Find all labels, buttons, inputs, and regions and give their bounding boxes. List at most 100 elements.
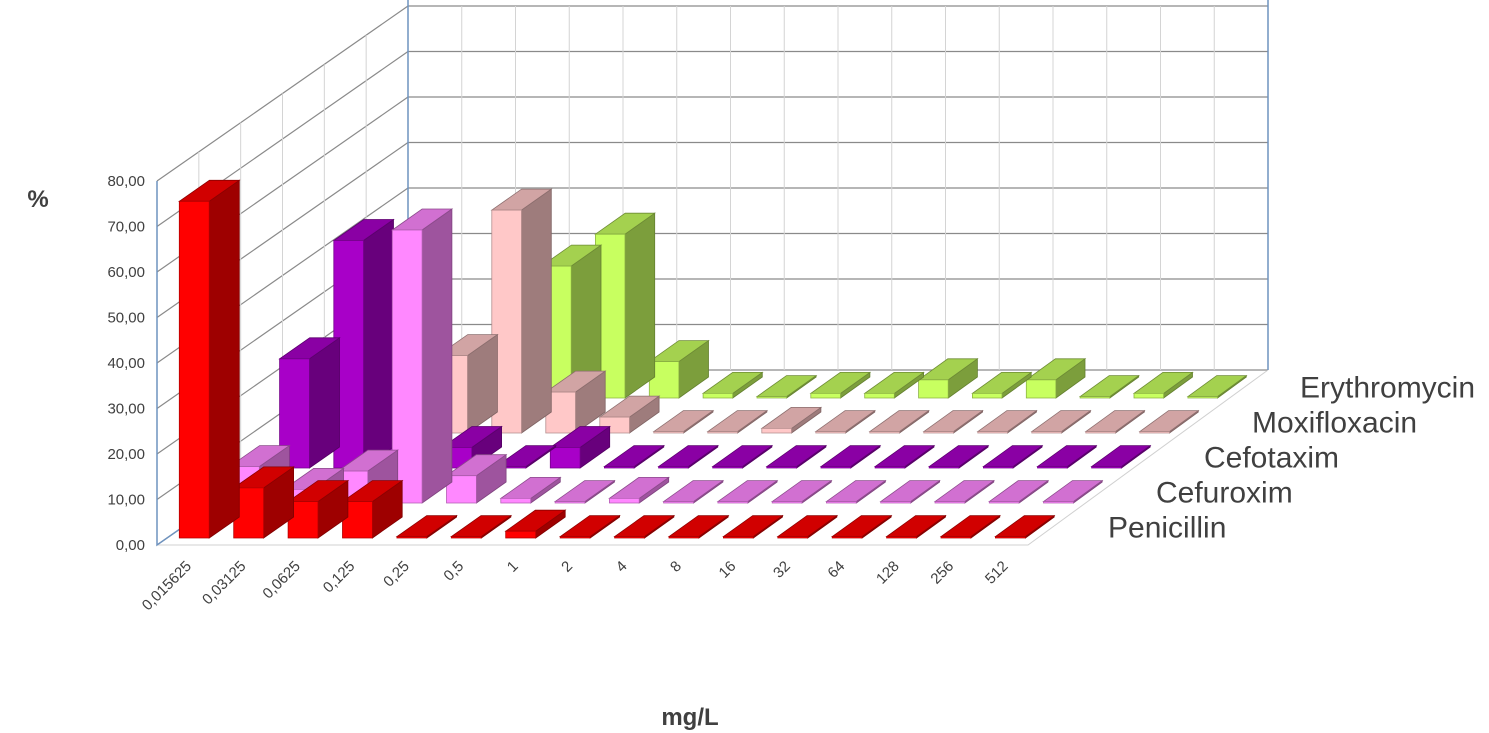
- bar: [391, 208, 454, 504]
- floor-edge: [157, 369, 1269, 546]
- x-tick-label: 0,0625: [259, 558, 303, 602]
- bar: [608, 476, 670, 504]
- bar-top: [652, 410, 715, 433]
- bar-front: [771, 501, 803, 504]
- bar: [755, 374, 818, 399]
- back-wall-frame: [1267, 0, 1269, 370]
- bar-front: [396, 536, 428, 539]
- bar: [982, 444, 1044, 469]
- bar-front: [491, 209, 522, 434]
- x-tick-label: 1: [504, 558, 522, 576]
- bar-front: [880, 501, 911, 504]
- x-tick-label: 0,015625: [139, 558, 195, 614]
- bar: [706, 409, 769, 434]
- bar-top: [765, 445, 828, 468]
- bar: [885, 514, 947, 539]
- bar: [776, 514, 839, 539]
- x-tick-label: 4: [613, 558, 631, 576]
- y-tick-label: 20,00: [107, 446, 145, 463]
- bar-top: [770, 480, 833, 503]
- bar-front: [668, 536, 700, 539]
- bar-top: [988, 480, 1050, 503]
- x-axis-ticks: 0,015625 0,03125 0,0625 0,125 0,25 0,5 1 2 4 8 16 3…: [139, 558, 1012, 614]
- bar-front: [549, 447, 581, 469]
- bar: [278, 337, 341, 469]
- bar-front: [609, 497, 640, 504]
- bar-front: [391, 229, 423, 504]
- bar: [701, 371, 764, 399]
- bar: [863, 371, 925, 399]
- bar-front: [663, 501, 694, 504]
- bar: [341, 479, 404, 539]
- bar: [1078, 374, 1140, 399]
- bar-front: [972, 392, 1003, 399]
- series-penicillin: [178, 179, 1056, 539]
- bar-top: [667, 515, 730, 537]
- bar: [971, 371, 1033, 399]
- bar-side: [624, 212, 656, 399]
- bar-front: [723, 536, 754, 539]
- bar-top: [1036, 445, 1098, 468]
- bar-top: [873, 445, 936, 468]
- x-tick-label: 2: [558, 558, 576, 576]
- bar-top: [716, 480, 779, 503]
- bar-front: [815, 431, 846, 434]
- bar: [594, 212, 656, 399]
- x-tick-label: 128: [873, 558, 903, 588]
- bar-top: [1078, 375, 1140, 398]
- y-tick-label: 0,00: [116, 537, 145, 554]
- bar: [1025, 358, 1087, 399]
- bar: [917, 358, 979, 399]
- x-tick-label: 0,25: [380, 558, 413, 591]
- bar-front: [874, 466, 906, 469]
- bar-top: [1030, 410, 1092, 433]
- chart-bars: [178, 179, 1248, 539]
- bar: [716, 479, 779, 504]
- bar-side: [308, 337, 340, 469]
- bar: [286, 479, 350, 539]
- bar: [603, 444, 666, 469]
- x-tick-label: 32: [770, 558, 794, 582]
- bar-front: [766, 466, 797, 469]
- bar: [819, 444, 882, 469]
- bar-front: [1025, 379, 1057, 399]
- y-tick-label: 50,00: [107, 310, 145, 327]
- series-moxifloxacin: [436, 188, 1200, 434]
- x-tick-label: 64: [824, 558, 848, 582]
- x-tick-label: 16: [716, 558, 740, 582]
- bar-top: [1084, 410, 1146, 433]
- bar: [332, 218, 395, 469]
- bar: [490, 188, 553, 434]
- y-tick-label: 30,00: [107, 401, 145, 418]
- x-tick-label: 0,5: [440, 558, 467, 585]
- bar-top: [927, 445, 990, 468]
- y-tick-label: 70,00: [107, 219, 145, 236]
- bar-top: [939, 515, 1002, 537]
- series-label-cefuroxim: Cefuroxim: [1156, 477, 1293, 510]
- bar-top: [553, 480, 616, 503]
- bar: [178, 179, 241, 539]
- bar-top: [885, 515, 947, 537]
- bar: [445, 453, 508, 504]
- chart-gridlines: [156, 0, 1269, 547]
- bar-front: [1037, 466, 1068, 469]
- bar: [814, 409, 877, 434]
- bar-top: [819, 445, 882, 468]
- bar-front: [761, 427, 792, 434]
- series-label-cefotaxim: Cefotaxim: [1204, 442, 1339, 475]
- bar: [988, 479, 1050, 504]
- y-axis-title: %: [27, 186, 48, 213]
- bar-top: [982, 445, 1044, 468]
- bar-front: [869, 431, 900, 434]
- x-tick-label: 0,125: [320, 558, 359, 597]
- bar: [922, 409, 984, 434]
- bar-front: [450, 536, 482, 539]
- bar-front: [653, 431, 684, 434]
- bar-front: [934, 501, 966, 504]
- bar-front: [658, 466, 689, 469]
- bar: [1030, 409, 1092, 434]
- bar-front: [1031, 431, 1062, 434]
- bar-top: [825, 480, 887, 503]
- bar: [598, 395, 661, 434]
